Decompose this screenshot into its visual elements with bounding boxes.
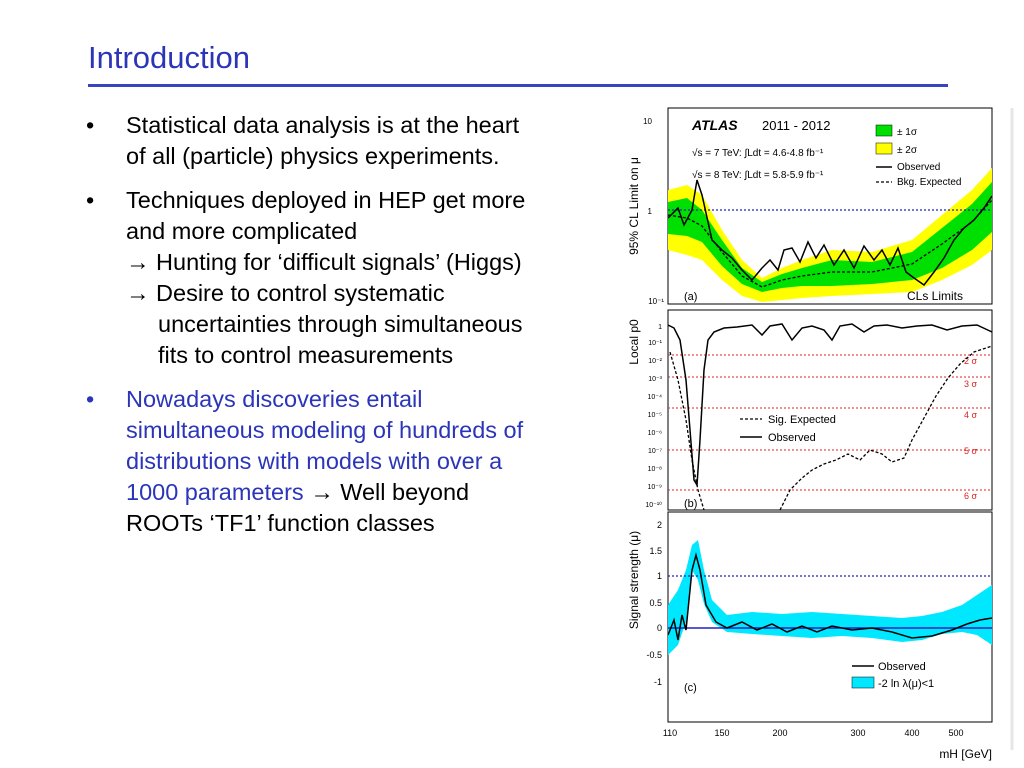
years-label: 2011 - 2012 [762, 118, 830, 133]
bullet-text: Statistical data analysis is at the hear… [126, 112, 520, 169]
panel-b-yticks: 1 10⁻¹ 10⁻² 10⁻³ 10⁻⁴ 10⁻⁵ 10⁻⁶ 10⁻⁷ 10⁻… [645, 324, 662, 509]
tick-b-7: 10⁻⁷ [648, 448, 662, 455]
tick-b-0: 1 [658, 324, 662, 331]
panel-b-ylabel: Local p0 [627, 319, 641, 365]
legend-sig-expected: Sig. Expected [768, 414, 836, 426]
arrow-icon: → [310, 479, 334, 505]
atlas-figure: ATLAS 2011 - 2012 √s = 7 TeV: ∫Ldt = 4.6… [612, 100, 1016, 762]
legend-one-sigma: ± 1σ [897, 127, 918, 138]
xtick-110: 110 [663, 728, 677, 738]
panel-c-ylabel: Signal strength (μ) [627, 531, 641, 629]
xtick-500: 500 [948, 728, 963, 738]
tick-b-2: 10⁻² [648, 358, 662, 365]
tick-c-1: 1 [657, 571, 662, 581]
x-axis-ticks: 110 150 200 300 400 500 [663, 728, 964, 738]
legend-expected: Bkg. Expected [897, 177, 961, 188]
lumi-8-label: √s = 8 TeV: ∫Ldt = 5.8-5.9 fb⁻¹ [692, 169, 824, 181]
panel-a-ylabel: 95% CL Limit on μ [627, 157, 641, 255]
cls-limits-label: CLs Limits [907, 289, 963, 303]
tick-b-6: 10⁻⁶ [648, 430, 662, 437]
experiment-label: ATLAS [691, 117, 738, 133]
legend-two-sigma: ± 2σ [897, 145, 918, 156]
bullet-item: • Statistical data analysis is at the he… [86, 110, 536, 172]
bullet-text: Techniques deployed in HEP get more and … [126, 187, 526, 244]
tick-c-m05: -0.5 [646, 650, 662, 660]
xtick-150: 150 [714, 728, 729, 738]
sigma-6-label: 6 σ [964, 491, 978, 501]
tick-b-8: 10⁻⁸ [648, 466, 662, 473]
xtick-200: 200 [772, 728, 787, 738]
observed-p0-line [667, 323, 993, 488]
bullet-text-highlight: Nowadays discoveries entail simultaneous… [126, 386, 524, 505]
panel-b-frame [667, 309, 993, 511]
tick-a-10: 10 [643, 117, 652, 126]
lumi-7-label: √s = 7 TeV: ∫Ldt = 4.6-4.8 fb⁻¹ [692, 147, 824, 159]
sub-item: → Hunting for ‘difficult signals’ (Higgs… [126, 247, 536, 278]
sub-item: → Desire to control systematic uncertain… [126, 278, 536, 371]
sigma-4-label: 4 σ [964, 410, 978, 420]
sigma-5-label: 5 σ [964, 446, 978, 456]
bullet-item: • Techniques deployed in HEP get more an… [86, 185, 536, 371]
bullet-text: Well beyond ROOTs ‘TF1’ function classes [126, 479, 470, 536]
slide-title: Introduction [88, 40, 250, 75]
observed-mu-line [667, 552, 993, 641]
tick-b-3: 10⁻³ [648, 376, 662, 383]
sigma-lines [668, 354, 992, 491]
bullet-item: • Nowadays discoveries entail simultaneo… [86, 384, 536, 539]
tick-a-1: 1 [648, 207, 653, 216]
observed-limit-line [667, 179, 993, 287]
tick-b-9: 10⁻⁹ [648, 484, 662, 491]
arrow-icon: → [126, 249, 150, 275]
bullet-dot: • [86, 112, 95, 138]
bullet-dot: • [86, 386, 95, 412]
bullet-list: • Statistical data analysis is at the he… [86, 110, 536, 552]
sigma-3-label: 3 σ [964, 379, 978, 389]
tick-b-10: 10⁻¹⁰ [645, 501, 662, 509]
tick-b-1: 10⁻¹ [648, 340, 662, 347]
expected-limit-line [667, 199, 993, 288]
legend-observed-mu: Observed [878, 661, 926, 673]
sub-text: Hunting for ‘difficult signals’ (Higgs) [156, 249, 522, 275]
tick-c-m1: -1 [654, 677, 662, 687]
bullet-dot: • [86, 187, 95, 213]
legend-one-sigma-swatch [875, 124, 893, 137]
xtick-300: 300 [850, 728, 865, 738]
panel-a-tag: (a) [684, 291, 697, 303]
arrow-icon: → [126, 280, 150, 306]
tick-b-5: 10⁻⁵ [648, 412, 662, 419]
tick-c-2: 2 [657, 520, 662, 530]
sigma-2-label: 2 σ [964, 356, 978, 366]
expected-p0-line [669, 345, 993, 511]
x-axis-label: mH [GeV] [939, 747, 992, 761]
atlas-plot: ATLAS 2011 - 2012 √s = 7 TeV: ∫Ldt = 4.6… [627, 107, 1014, 761]
tick-c-0: 0 [657, 623, 662, 633]
one-sigma-band [668, 182, 992, 292]
legend-two-sigma-swatch [875, 142, 893, 155]
panel-c-tag: (c) [684, 682, 697, 694]
xtick-400: 400 [904, 728, 919, 738]
panel-b-tag: (b) [684, 498, 697, 510]
sub-text: Desire to control systematic uncertainti… [156, 280, 523, 368]
panel-c-yticks: 2 1.5 1 0.5 0 -0.5 -1 [646, 520, 662, 687]
tick-a-01: 10⁻¹ [648, 297, 664, 306]
legend-observed-p0: Observed [768, 432, 816, 444]
title-underline [88, 84, 948, 87]
legend-lambda: -2 ln λ(μ)<1 [878, 678, 934, 690]
tick-c-05: 0.5 [649, 598, 662, 608]
legend-lambda-swatch [851, 676, 875, 689]
tick-b-4: 10⁻⁴ [648, 394, 663, 401]
tick-c-15: 1.5 [649, 546, 662, 556]
legend-observed: Observed [897, 162, 940, 173]
